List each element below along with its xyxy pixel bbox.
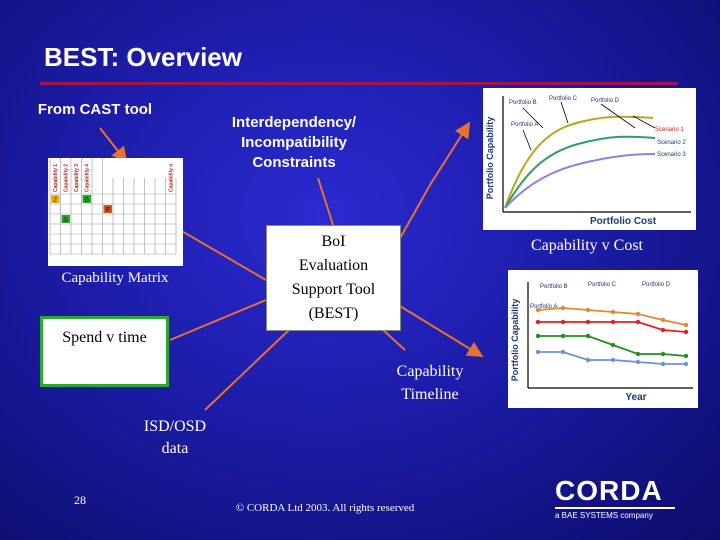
timeline-point-b (585, 319, 591, 325)
timeline-point-a (585, 307, 591, 313)
timeline-portfolio-b: Portfolio B (540, 284, 568, 290)
spend-v-time-label: Spend v time (62, 329, 147, 346)
timeline-point-c (585, 333, 591, 339)
arrow-spend-to-best (169, 299, 267, 341)
matrix-cell (61, 215, 70, 223)
timeline-portfolio-a: Portfolio A (530, 304, 557, 310)
arrow-best-to-timeline-b (389, 299, 484, 358)
matrix-cell-label: G (63, 218, 68, 224)
timeline-point-a (560, 305, 566, 311)
cost-portfolio-b: Portfolio B (509, 100, 537, 106)
capability-timeline-label: Capability Timeline (396, 363, 464, 403)
timeline-point-b (683, 329, 689, 335)
timeline-point-a (535, 307, 541, 313)
arrow-matrix-to-best (179, 229, 267, 281)
timeline-point-c (535, 333, 541, 339)
cost-portfolio-d: Portfolio D (591, 98, 620, 104)
cost-curve-scenario-2 (504, 135, 656, 209)
logo-tagline: a BAE SYSTEMS company (555, 511, 653, 520)
timeline-point-d (585, 357, 591, 363)
timeline-point-a (660, 317, 666, 323)
footer-copyright: © CORDA Ltd 2003. All rights reserved (235, 502, 415, 514)
timeline-point-c (635, 351, 641, 357)
timeline-xlabel: Year (625, 392, 646, 403)
matrix-background (48, 158, 183, 266)
interdependency-label: Interdependency/ Incompatibility Constra… (231, 114, 357, 171)
matrix-cell (103, 205, 112, 213)
capability-matrix-label: Capability Matrix (61, 270, 169, 286)
timeline-portfolio-d: Portfolio D (642, 282, 671, 288)
matrix-column-header: Capability n (169, 164, 175, 192)
timeline-ylabel: Portfolio Capability (510, 299, 520, 382)
arrow-best-to-timeline (381, 328, 406, 351)
timeline-point-d (683, 361, 689, 367)
arrow-constraints-to-best (317, 177, 334, 226)
matrix-cell (51, 195, 60, 203)
corda-logo: CORDA a BAE SYSTEMS company (555, 476, 685, 520)
cost-chart-xlabel: Portfolio Cost (590, 216, 657, 227)
timeline-point-c (610, 342, 616, 348)
logo-underline (555, 507, 675, 509)
cost-portfolio-a: Portfolio A (511, 122, 538, 128)
timeline-point-b (560, 319, 566, 325)
slide-title: BEST: Overview (44, 42, 242, 72)
arrow-cast-to-matrix (99, 127, 128, 164)
cost-portfolio-c: Portfolio C (549, 96, 578, 102)
matrix-cell-label: R (106, 208, 111, 214)
timeline-point-a (610, 309, 616, 315)
capability-v-cost-label: Capability v Cost (531, 237, 643, 254)
timeline-point-d (635, 359, 641, 365)
timeline-point-b (660, 327, 666, 333)
timeline-point-d (660, 361, 666, 367)
timeline-point-c (560, 333, 566, 339)
arrow-isd-to-best (204, 328, 291, 411)
cost-chart-ylabel: Portfolio Capability (485, 117, 495, 200)
capability-cost-chart: Portfolio Capability Portfolio Cost Port… (483, 88, 696, 230)
capability-matrix-graphic: Capability 1 Capability 2 Capability 3 Capa… (48, 158, 183, 266)
title-underline (40, 82, 678, 85)
capability-timeline-chart: Portfolio Capability Year Portfolio B Po… (508, 270, 698, 408)
best-tool-box: BoI Evaluation Support Tool (BEST) (266, 225, 401, 331)
timeline-point-d (610, 357, 616, 363)
isd-osd-label: ISD/OSD data (143, 418, 207, 457)
timeline-point-b (635, 319, 641, 325)
matrix-column-header: Capability 2 (64, 164, 70, 192)
timeline-point-b (535, 319, 541, 325)
cost-scenario-2: Scenario 2 (657, 140, 686, 146)
matrix-cell-label: 2 (54, 198, 58, 204)
timeline-point-d (560, 349, 566, 355)
timeline-point-d (535, 349, 541, 355)
cost-scenario-3: Scenario 3 (657, 152, 686, 158)
timeline-point-c (660, 351, 666, 357)
cost-scenario-1: Scenario 1 (655, 127, 684, 133)
matrix-column-header: Capability 4 (85, 164, 91, 192)
timeline-point-b (610, 319, 616, 325)
timeline-point-a (635, 311, 641, 317)
matrix-column-header: Capability 3 (74, 164, 80, 192)
page-number: 28 (74, 493, 86, 507)
matrix-column-header: Capability 1 (53, 164, 59, 192)
logo-name: CORDA (555, 475, 663, 506)
cost-curve-scenario-3 (504, 153, 656, 209)
arrow-best-to-cost (398, 121, 471, 241)
timeline-point-c (683, 353, 689, 359)
cost-curve-scenario-1 (504, 115, 654, 209)
matrix-cell-label: G (84, 198, 89, 204)
spend-v-time-box: Spend v time (40, 316, 169, 387)
matrix-cell (82, 195, 91, 203)
timeline-portfolio-c: Portfolio C (588, 282, 617, 288)
timeline-point-a (683, 322, 689, 328)
from-cast-label: From CAST tool (37, 101, 153, 118)
